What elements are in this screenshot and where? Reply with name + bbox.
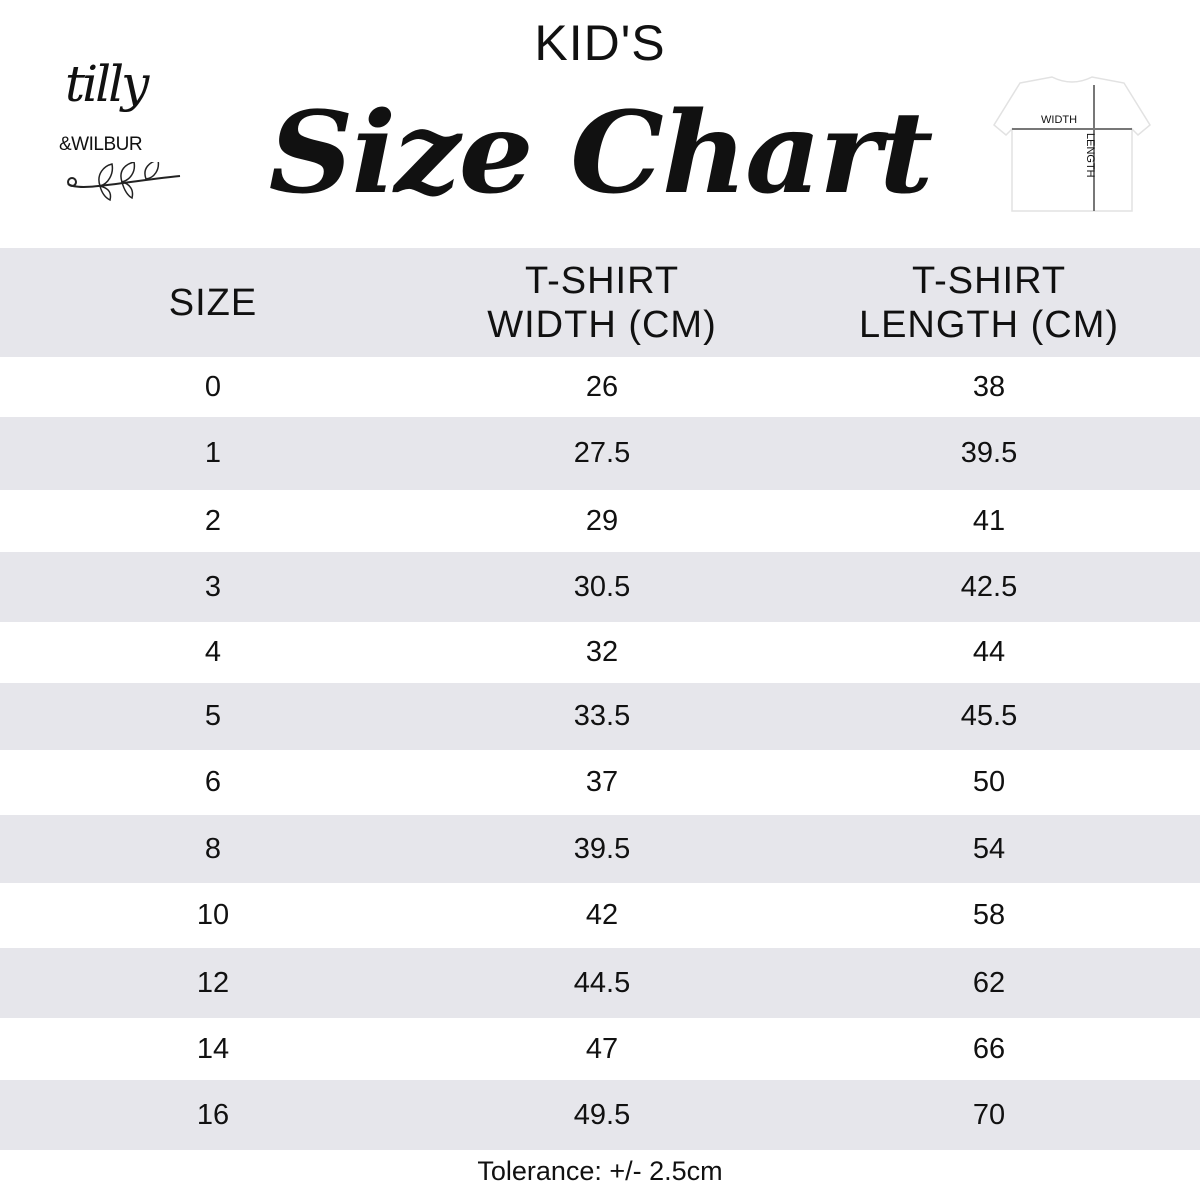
table-row: 0 26 38 bbox=[0, 357, 1200, 417]
size-cell: 16 bbox=[0, 1080, 426, 1150]
width-cell: 29 bbox=[585, 504, 619, 537]
length-cell: 45.5 bbox=[778, 683, 1200, 750]
size-cell: 10 bbox=[196, 899, 230, 931]
width-cell: 27.5 bbox=[426, 417, 778, 490]
page-title: Size Chart bbox=[268, 88, 934, 219]
length-label: LENGTH bbox=[1084, 133, 1096, 178]
table-row: 14 47 66 bbox=[0, 1018, 1200, 1080]
length-cell: 58 bbox=[972, 899, 1006, 931]
width-cell: 47 bbox=[585, 1032, 619, 1065]
leaf-branch-icon bbox=[67, 162, 181, 202]
size-cell: 4 bbox=[204, 636, 222, 668]
table-row: 8 39.5 54 bbox=[0, 815, 1200, 883]
column-header-line: T-SHIRT bbox=[911, 259, 1067, 302]
size-cell: 1 bbox=[0, 417, 426, 490]
width-label: WIDTH bbox=[1041, 114, 1078, 126]
length-cell: 38 bbox=[972, 370, 1006, 403]
column-header-line: T-SHIRT bbox=[524, 259, 680, 302]
width-cell: 49.5 bbox=[426, 1080, 778, 1150]
length-cell: 44 bbox=[972, 636, 1006, 668]
tilly-wilbur-logo: tilly &WILBUR bbox=[55, 55, 200, 202]
size-cell: 0 bbox=[204, 370, 222, 403]
size-cell: 2 bbox=[204, 504, 222, 537]
width-cell: 26 bbox=[585, 370, 619, 403]
tshirt-icon bbox=[993, 76, 1151, 212]
table-row: 16 49.5 70 bbox=[0, 1080, 1200, 1150]
logo-text-wilbur: &WILBUR bbox=[59, 134, 143, 155]
length-cell: 54 bbox=[778, 815, 1200, 883]
length-cell: 50 bbox=[972, 766, 1006, 798]
kicker-text: KID'S bbox=[534, 15, 666, 71]
table-header-row: SIZE T-SHIRT WIDTH (CM) T-SHIRT LENGTH (CM) bbox=[0, 248, 1200, 357]
width-cell: 37 bbox=[585, 766, 619, 798]
table-row: 4 32 44 bbox=[0, 622, 1200, 683]
width-cell: 42 bbox=[585, 899, 619, 931]
size-table: SIZE T-SHIRT WIDTH (CM) T-SHIRT LENGTH (CM) … bbox=[0, 248, 1200, 1150]
size-cell: 14 bbox=[196, 1032, 230, 1065]
logo-text-tilly: tilly bbox=[65, 55, 149, 113]
width-cell: 32 bbox=[585, 636, 619, 668]
width-cell: 44.5 bbox=[426, 948, 778, 1018]
width-cell: 39.5 bbox=[426, 815, 778, 883]
table-row: 1 27.5 39.5 bbox=[0, 417, 1200, 490]
length-cell: 66 bbox=[972, 1032, 1006, 1065]
width-cell: 30.5 bbox=[426, 552, 778, 622]
column-header-line: WIDTH (CM) bbox=[487, 303, 717, 346]
table-row: 10 42 58 bbox=[0, 883, 1200, 948]
table-row: 3 30.5 42.5 bbox=[0, 552, 1200, 622]
table-row: 2 29 41 bbox=[0, 490, 1200, 552]
tolerance-note: Tolerance: +/- 2.5cm bbox=[477, 1156, 723, 1186]
column-header: T-SHIRT WIDTH (CM) bbox=[426, 248, 778, 357]
length-cell: 42.5 bbox=[778, 552, 1200, 622]
length-cell: 39.5 bbox=[778, 417, 1200, 490]
table-row: 12 44.5 62 bbox=[0, 948, 1200, 1018]
table-row: 5 33.5 45.5 bbox=[0, 683, 1200, 750]
tshirt-diagram: WIDTH LENGTH bbox=[990, 75, 1170, 215]
width-cell: 33.5 bbox=[426, 683, 778, 750]
column-header-line: SIZE bbox=[168, 281, 258, 324]
size-cell: 12 bbox=[0, 948, 426, 1018]
length-cell: 70 bbox=[778, 1080, 1200, 1150]
size-cell: 3 bbox=[0, 552, 426, 622]
size-cell: 5 bbox=[0, 683, 426, 750]
column-header: SIZE bbox=[0, 248, 426, 357]
length-cell: 62 bbox=[778, 948, 1200, 1018]
column-header: T-SHIRT LENGTH (CM) bbox=[778, 248, 1200, 357]
table-row: 6 37 50 bbox=[0, 750, 1200, 815]
size-cell: 8 bbox=[0, 815, 426, 883]
length-cell: 41 bbox=[972, 504, 1006, 537]
column-header-line: LENGTH (CM) bbox=[858, 303, 1120, 346]
size-cell: 6 bbox=[204, 766, 222, 798]
